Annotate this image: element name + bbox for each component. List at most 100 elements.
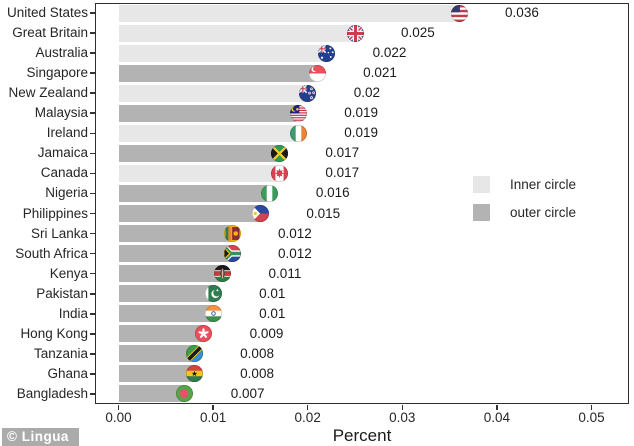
flag-wrapper [176, 385, 194, 403]
bar [118, 205, 261, 223]
bar [118, 305, 214, 323]
plot-panel: 0.036 0.025 0.022 0.021 0.02 0.019 0.019 0.017 0… [95, 3, 629, 404]
bar [118, 164, 280, 182]
y-axis-label: Tanzania [33, 345, 88, 361]
us-flag-icon [450, 4, 468, 22]
y-axis-tick [89, 232, 95, 235]
y-axis-label: Hong Kong [20, 325, 88, 341]
bar [118, 245, 233, 263]
value-label: 0.022 [372, 45, 407, 61]
value-label: 0.01 [259, 305, 286, 321]
y-axis-tick [89, 52, 95, 54]
value-label: 0.019 [344, 125, 379, 141]
y-axis-tick [89, 272, 95, 275]
bar [118, 64, 318, 82]
x-axis-tick [212, 404, 214, 410]
value-label: 0.016 [315, 185, 350, 201]
australia-flag-icon [318, 44, 336, 62]
philippines-flag-icon [251, 205, 269, 223]
ghana-flag-icon [185, 365, 203, 383]
value-label: 0.012 [278, 245, 312, 261]
bar [118, 265, 223, 283]
y-axis-label: Sri Lanka [30, 225, 88, 241]
y-axis: United States Great Britain Australia Singa… [0, 3, 88, 404]
value-label: 0.011 [268, 265, 302, 281]
ireland-flag-icon [289, 124, 307, 142]
y-axis-tick [89, 72, 95, 74]
flag-wrapper [270, 164, 288, 182]
y-axis-label: Kenya [49, 265, 88, 281]
legend-swatch-outer [473, 204, 490, 221]
legend-label-inner: Inner circle [510, 177, 577, 192]
legend-entry-inner-circle: Inner circle [473, 176, 576, 193]
y-axis-label: Philippines [22, 205, 88, 221]
y-axis-label: Malaysia [34, 105, 88, 121]
y-axis-tick [89, 192, 95, 195]
x-axis-tick [306, 404, 309, 410]
legend-entry-outer-circle: outer circle [473, 204, 576, 221]
value-label: 0.007 [230, 385, 265, 401]
flag-wrapper [185, 365, 203, 383]
flag-wrapper [261, 184, 279, 202]
malaysia-flag-icon [289, 104, 307, 122]
flag-wrapper [223, 245, 241, 263]
y-axis-label: Pakistan [36, 285, 88, 301]
y-axis-label: Ireland [46, 125, 88, 141]
bar [118, 4, 460, 22]
y-axis-tick [89, 353, 95, 355]
y-axis-tick [89, 152, 95, 155]
y-axis-label: India [58, 305, 88, 321]
south-africa-flag-icon [223, 245, 241, 263]
y-axis-tick [89, 112, 95, 115]
value-label: 0.017 [325, 165, 360, 181]
flag-wrapper [270, 144, 288, 162]
y-axis-label: Great Britain [12, 25, 88, 41]
legend-swatch-inner [473, 176, 490, 193]
x-tick-label: 0.02 [294, 410, 321, 425]
flag-wrapper [195, 325, 213, 343]
flag-wrapper [289, 104, 307, 122]
y-axis-label: Bangladesh [16, 385, 88, 401]
y-axis-tick [89, 32, 95, 34]
x-tick-label: 0.01 [199, 410, 227, 425]
flag-wrapper [308, 64, 326, 82]
legend: Inner circle outer circle [473, 176, 576, 232]
bar [118, 104, 299, 122]
y-axis-label: United States [6, 5, 88, 20]
value-label: 0.036 [505, 5, 539, 20]
bar [118, 285, 214, 303]
flag-wrapper [204, 285, 222, 303]
x-tick-label: 0.00 [105, 410, 132, 425]
y-axis-tick [89, 172, 95, 175]
bar [118, 345, 195, 363]
bar [118, 44, 327, 62]
hong-kong-flag-icon [195, 325, 213, 343]
x-axis-tick [117, 404, 120, 410]
x-axis-tick [496, 404, 498, 410]
y-axis-tick [89, 212, 95, 215]
value-label: 0.025 [401, 25, 435, 41]
value-label: 0.01 [259, 285, 286, 301]
new-zealand-flag-icon [299, 84, 317, 102]
great-britain-flag-icon [346, 24, 364, 42]
flag-wrapper [289, 124, 307, 142]
x-tick-label: 0.04 [483, 410, 511, 425]
y-axis-label: Jamaica [37, 145, 88, 161]
y-axis-label: Canada [40, 165, 88, 181]
y-axis-tick [89, 373, 95, 375]
x-axis-tick [401, 404, 404, 410]
bangladesh-flag-icon [176, 385, 194, 403]
value-label: 0.009 [249, 325, 284, 341]
y-axis-tick [89, 393, 95, 395]
y-axis-label: Australia [35, 45, 88, 61]
bar [118, 225, 233, 243]
bar [118, 144, 280, 162]
value-label: 0.015 [306, 205, 341, 221]
flag-wrapper [185, 345, 203, 363]
y-axis-tick [89, 132, 95, 135]
sri-lanka-flag-icon [223, 225, 241, 243]
canada-flag-icon [270, 164, 288, 182]
y-axis-label: South Africa [15, 245, 88, 261]
bar [118, 24, 355, 42]
